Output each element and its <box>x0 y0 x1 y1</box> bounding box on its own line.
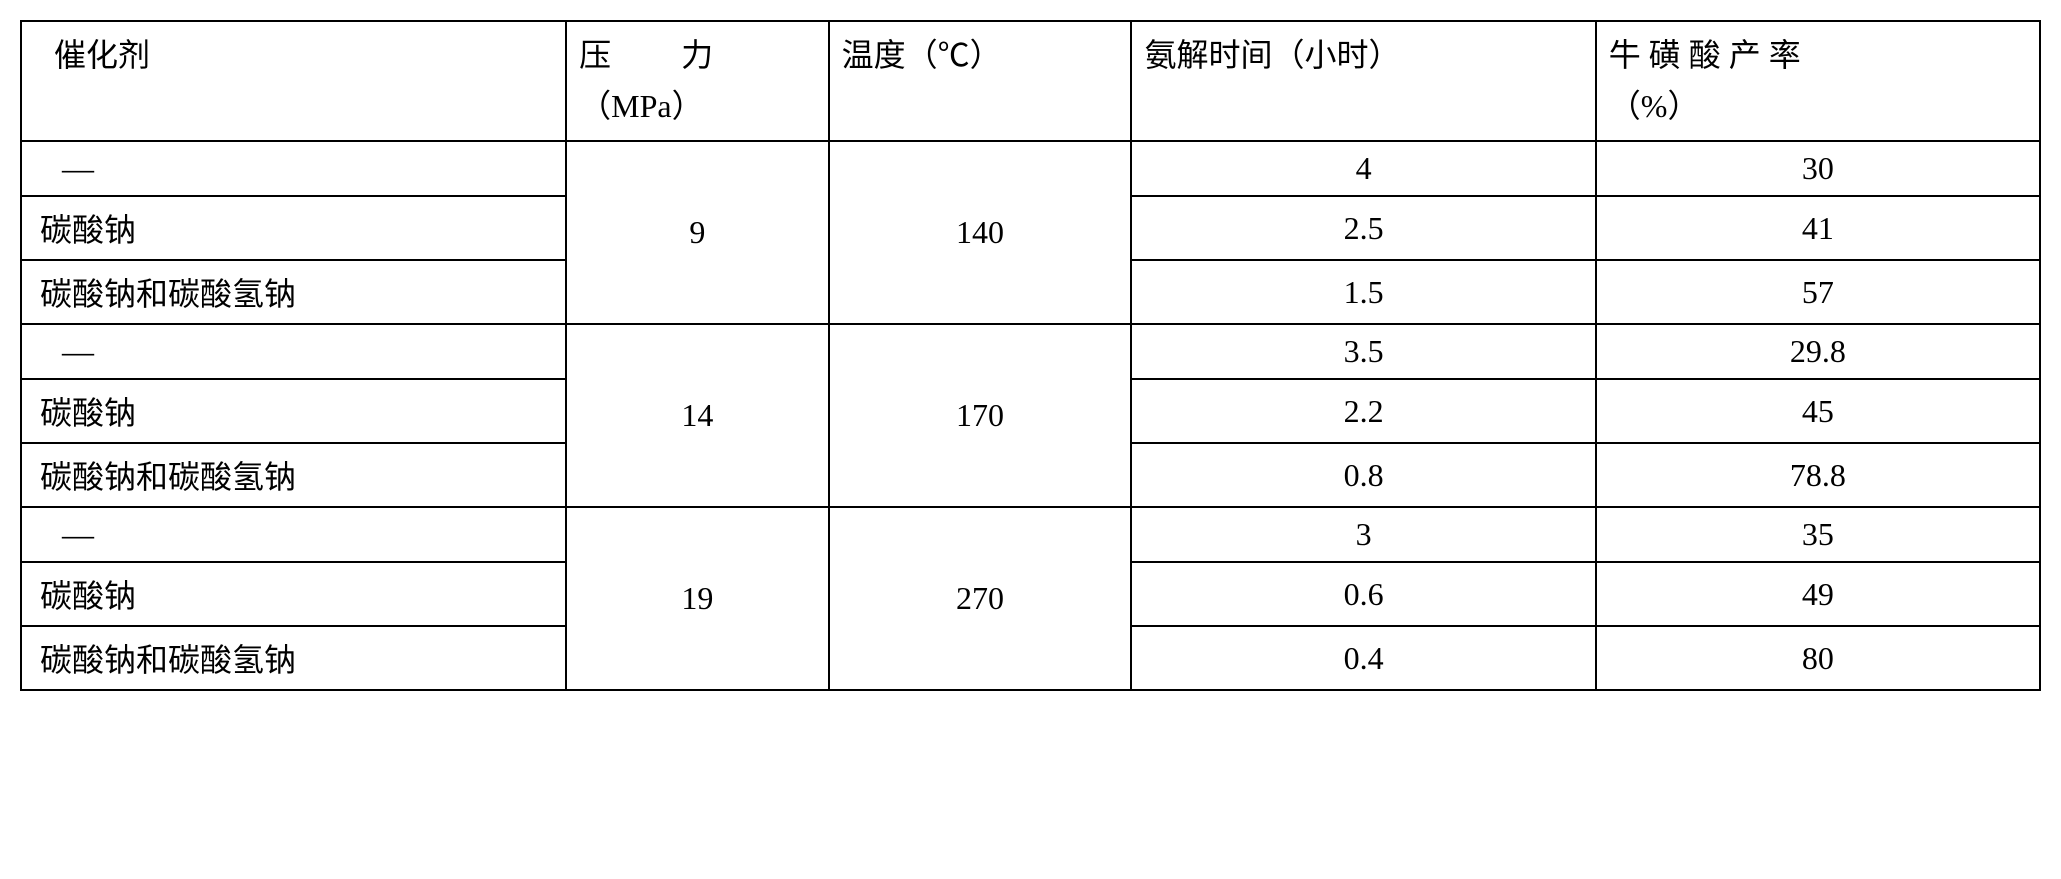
cell-yield: 45 <box>1596 379 2040 443</box>
cell-catalyst: 碳酸钠和碳酸氢钠 <box>21 260 566 324</box>
header-temperature-label: 温度（℃） <box>842 37 1002 73</box>
header-yield: 牛 磺 酸 产 率 （%） <box>1596 21 2040 141</box>
cell-catalyst: — <box>21 507 566 562</box>
header-yield-line1: 牛 磺 酸 产 率 <box>1609 30 2027 81</box>
header-pressure-wrap: 压 力 （MPa） <box>579 30 815 132</box>
cell-time: 0.6 <box>1131 562 1595 626</box>
header-pressure: 压 力 （MPa） <box>566 21 828 141</box>
cell-catalyst: — <box>21 324 566 379</box>
header-temperature: 温度（℃） <box>829 21 1132 141</box>
header-catalyst: 催化剂 <box>21 21 566 141</box>
header-yield-wrap: 牛 磺 酸 产 率 （%） <box>1609 30 2027 132</box>
experiment-table-container: 催化剂 压 力 （MPa） 温度（℃） 氨解时间（小时） 牛 磺 酸 产 率 <box>20 20 2041 691</box>
cell-yield: 57 <box>1596 260 2040 324</box>
table-row: — 19 270 3 35 <box>21 507 2040 562</box>
cell-time: 1.5 <box>1131 260 1595 324</box>
cell-time: 3.5 <box>1131 324 1595 379</box>
cell-yield: 78.8 <box>1596 443 2040 507</box>
table-body: — 9 140 4 30 碳酸钠 2.5 41 碳酸钠和碳酸氢钠 1.5 57 … <box>21 141 2040 690</box>
cell-temperature: 170 <box>829 324 1132 507</box>
cell-yield: 35 <box>1596 507 2040 562</box>
cell-yield: 29.8 <box>1596 324 2040 379</box>
cell-yield: 80 <box>1596 626 2040 690</box>
header-pressure-line1: 压 力 <box>579 30 815 81</box>
cell-time: 0.8 <box>1131 443 1595 507</box>
cell-catalyst: 碳酸钠 <box>21 379 566 443</box>
cell-time: 4 <box>1131 141 1595 196</box>
cell-yield: 30 <box>1596 141 2040 196</box>
cell-time: 0.4 <box>1131 626 1595 690</box>
cell-time: 3 <box>1131 507 1595 562</box>
cell-catalyst: 碳酸钠和碳酸氢钠 <box>21 626 566 690</box>
header-time-label: 氨解时间（小时） <box>1144 37 1400 73</box>
cell-yield: 41 <box>1596 196 2040 260</box>
cell-pressure: 19 <box>566 507 828 690</box>
header-pressure-line2: （MPa） <box>579 81 815 132</box>
cell-temperature: 140 <box>829 141 1132 324</box>
cell-time: 2.5 <box>1131 196 1595 260</box>
cell-pressure: 14 <box>566 324 828 507</box>
experiment-data-table: 催化剂 压 力 （MPa） 温度（℃） 氨解时间（小时） 牛 磺 酸 产 率 <box>20 20 2041 691</box>
header-yield-line2: （%） <box>1609 81 2027 132</box>
table-row: — 14 170 3.5 29.8 <box>21 324 2040 379</box>
header-time: 氨解时间（小时） <box>1131 21 1595 141</box>
header-catalyst-label: 催化剂 <box>34 37 150 73</box>
cell-time: 2.2 <box>1131 379 1595 443</box>
cell-catalyst: 碳酸钠 <box>21 562 566 626</box>
cell-pressure: 9 <box>566 141 828 324</box>
table-header: 催化剂 压 力 （MPa） 温度（℃） 氨解时间（小时） 牛 磺 酸 产 率 <box>21 21 2040 141</box>
cell-catalyst: 碳酸钠 <box>21 196 566 260</box>
table-row: — 9 140 4 30 <box>21 141 2040 196</box>
cell-temperature: 270 <box>829 507 1132 690</box>
header-row: 催化剂 压 力 （MPa） 温度（℃） 氨解时间（小时） 牛 磺 酸 产 率 <box>21 21 2040 141</box>
cell-catalyst: — <box>21 141 566 196</box>
cell-catalyst: 碳酸钠和碳酸氢钠 <box>21 443 566 507</box>
cell-yield: 49 <box>1596 562 2040 626</box>
